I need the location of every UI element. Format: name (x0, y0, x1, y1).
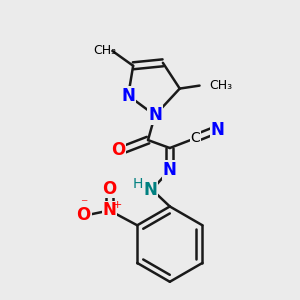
Text: N: N (210, 121, 224, 139)
Text: +: + (113, 200, 122, 211)
Text: O: O (102, 180, 117, 198)
Text: N: N (103, 201, 116, 219)
Text: C: C (191, 131, 200, 145)
Text: ⁻: ⁻ (80, 197, 87, 212)
Text: N: N (121, 86, 135, 104)
Text: CH₃: CH₃ (209, 79, 232, 92)
Text: H: H (133, 177, 143, 191)
Text: O: O (76, 206, 91, 224)
Text: N: N (143, 181, 157, 199)
Text: N: N (148, 106, 162, 124)
Text: CH₃: CH₃ (93, 44, 116, 57)
Text: O: O (111, 141, 125, 159)
Text: N: N (163, 161, 177, 179)
